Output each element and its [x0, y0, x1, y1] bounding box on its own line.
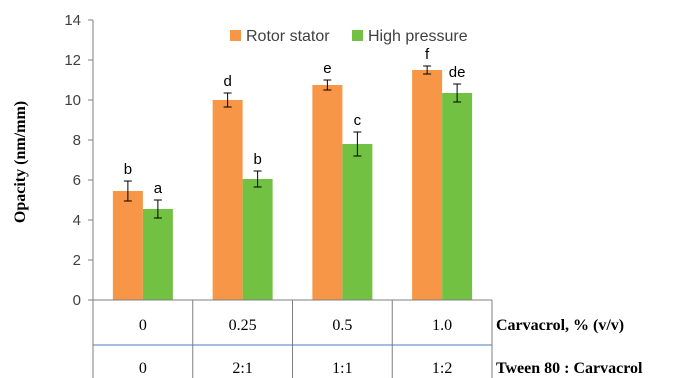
x-secondary-tick-label: 1:1: [332, 360, 352, 377]
y-axis-label: Opacity (nm/mm): [12, 101, 29, 223]
y-tick-label: 10: [64, 92, 81, 109]
data-label: b: [253, 151, 261, 168]
bar: [142, 209, 173, 300]
plot-area: 0 2 4 6 8 10 12 14 b a d b e c f de: [64, 12, 492, 309]
x-tick-label: 0.5: [332, 317, 352, 334]
x-tick-label: 0: [139, 317, 147, 334]
data-label: e: [323, 60, 331, 77]
y-tick-label: 2: [73, 252, 81, 269]
x-tick-label: 1.0: [432, 317, 452, 334]
data-label: de: [449, 64, 466, 81]
bar: [242, 179, 273, 300]
y-tick-label: 0: [73, 292, 81, 309]
y-tick-label: 6: [73, 172, 81, 189]
legend-swatch: [230, 30, 241, 41]
data-label: f: [425, 46, 430, 63]
data-label: c: [354, 112, 362, 129]
legend-label: High pressure: [368, 28, 468, 45]
x-axis-label-carvacrol: Carvacrol, % (v/v): [496, 317, 624, 334]
bar: [442, 93, 473, 300]
y-tick-label: 8: [73, 132, 81, 149]
legend-swatch: [352, 30, 363, 41]
bar: [342, 144, 373, 300]
legend-label: Rotor stator: [246, 28, 330, 45]
x-axis-label-ratio: Tween 80 : Carvacrol: [496, 360, 643, 377]
bar: [312, 85, 343, 300]
x-tick-label: 0.25: [229, 317, 257, 334]
data-label: d: [223, 73, 231, 90]
x-secondary-tick-label: 1:2: [432, 360, 452, 377]
y-tick-label: 4: [73, 212, 81, 229]
bar: [212, 100, 243, 300]
data-label: a: [154, 180, 163, 197]
y-tick-label: 12: [64, 52, 81, 69]
x-secondary-tick-label: 0: [139, 360, 147, 377]
x-secondary-tick-label: 2:1: [232, 360, 252, 377]
bar: [112, 191, 143, 300]
data-label: b: [124, 161, 132, 178]
legend: Rotor stator High pressure: [230, 28, 468, 45]
y-tick-label: 14: [64, 12, 81, 29]
category-table: 0 0 0.25 2:1 0.5 1:1 1.0 1:2 Carvacrol, % (v/v) T…: [92, 300, 643, 378]
bar: [412, 70, 443, 300]
